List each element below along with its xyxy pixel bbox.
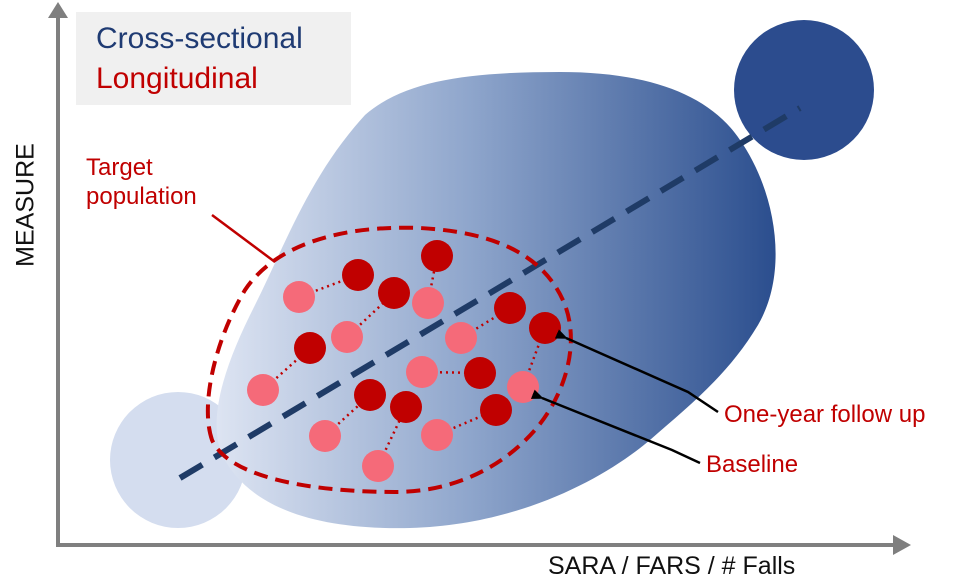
x-axis-label: SARA / FARS / # Falls	[548, 552, 796, 580]
legend-longitudinal: Longitudinal	[96, 62, 258, 95]
big-circle	[734, 20, 874, 160]
baseline-dot	[283, 281, 315, 313]
follow-up-dot	[464, 357, 496, 389]
target-population-line-1: Target	[86, 154, 153, 181]
follow-up-dots	[294, 240, 561, 426]
follow-up-dot	[390, 391, 422, 423]
baseline-dot	[507, 371, 539, 403]
baseline-leader	[530, 389, 701, 465]
baseline-dot	[362, 450, 394, 482]
baseline-dot	[247, 374, 279, 406]
legend: Cross-sectional Longitudinal	[76, 12, 351, 105]
y-axis-label: MEASURE	[11, 143, 40, 267]
target-population-leader	[211, 213, 276, 264]
target-population-line-2: population	[86, 183, 197, 210]
follow-up-dot	[529, 312, 561, 344]
population-blob	[216, 72, 776, 529]
follow-up-label: One-year follow up	[724, 401, 926, 428]
baseline-dot	[406, 356, 438, 388]
follow-up-dot	[480, 394, 512, 426]
target-population-boundary	[205, 225, 573, 495]
baseline-dot	[309, 420, 341, 452]
trend-line	[178, 105, 802, 481]
follow-up-dot	[342, 259, 374, 291]
follow-up-dot	[494, 292, 526, 324]
baseline-dot	[421, 419, 453, 451]
follow-up-dot	[421, 240, 453, 272]
x-axis-arrowhead	[893, 535, 911, 555]
baseline-dot	[331, 321, 363, 353]
follow-up-dot	[354, 379, 386, 411]
small-circle	[110, 392, 246, 528]
baseline-dots	[247, 281, 539, 482]
follow-up-leader	[554, 329, 719, 414]
baseline-label: Baseline	[706, 451, 799, 478]
target-population-label: Target population	[86, 153, 197, 211]
legend-cross-sectional: Cross-sectional	[96, 22, 303, 55]
follow-up-dot	[378, 277, 410, 309]
follow-up-dot	[294, 332, 326, 364]
baseline-dot	[412, 287, 444, 319]
baseline-dot	[445, 322, 477, 354]
y-axis-arrowhead	[48, 2, 68, 18]
